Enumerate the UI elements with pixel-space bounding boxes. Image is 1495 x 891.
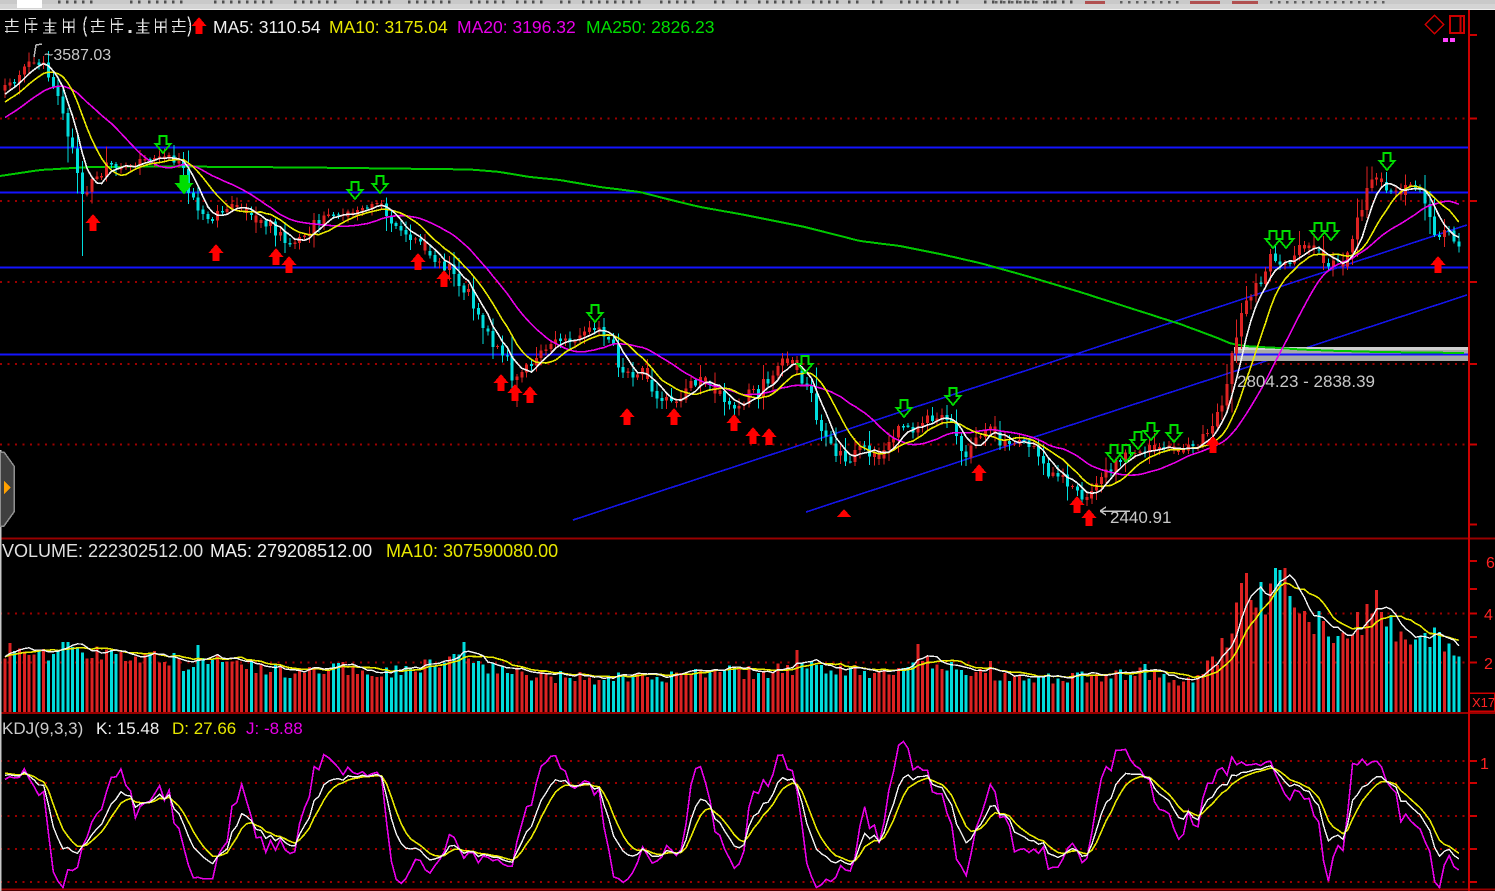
svg-text:2: 2 [1484, 656, 1493, 673]
svg-text:1: 1 [1480, 756, 1489, 773]
svg-text:~3587.03: ~3587.03 [44, 47, 111, 64]
svg-text:D: 27.66: D: 27.66 [172, 719, 236, 738]
svg-text:4: 4 [1484, 607, 1493, 624]
svg-text:K: 15.48: K: 15.48 [96, 719, 159, 738]
svg-text:6: 6 [1486, 555, 1495, 572]
svg-text:MA5: 279208512.00: MA5: 279208512.00 [210, 541, 372, 561]
svg-text:KDJ(9,3,3): KDJ(9,3,3) [2, 719, 83, 738]
svg-text:J: -8.88: J: -8.88 [246, 719, 303, 738]
svg-text:MA20: 3196.32: MA20: 3196.32 [457, 17, 576, 37]
svg-text:MA5: 3110.54: MA5: 3110.54 [213, 17, 321, 37]
svg-text:MA10: 307590080.00: MA10: 307590080.00 [386, 541, 558, 561]
svg-text:MA10: 3175.04: MA10: 3175.04 [329, 17, 448, 37]
svg-text:2440.91: 2440.91 [1110, 508, 1171, 527]
svg-text:VOLUME: 222302512.00: VOLUME: 222302512.00 [2, 541, 203, 561]
svg-text:MA250: 2826.23: MA250: 2826.23 [586, 17, 714, 37]
svg-text:2804.23 - 2838.39: 2804.23 - 2838.39 [1237, 372, 1375, 391]
svg-text:X17: X17 [1472, 695, 1495, 710]
